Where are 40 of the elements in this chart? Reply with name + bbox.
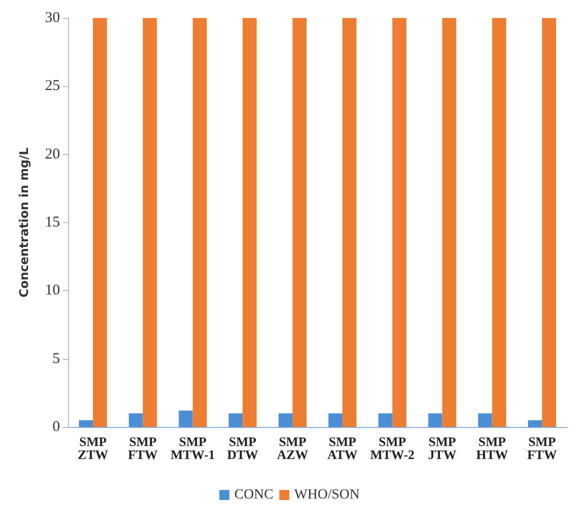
x-tick-label: SMP DTW (227, 434, 258, 462)
x-tick-label: SMP ZTW (78, 434, 108, 462)
x-tick-label: SMP HTW (476, 434, 508, 462)
x-tick-label: SMP MTW-1 (170, 434, 215, 462)
x-tick-label: SMP FTW (527, 434, 557, 462)
bar (92, 18, 107, 427)
y-tick-label: 0 (52, 419, 60, 435)
x-tick-label: SMP ATW (327, 434, 358, 462)
bar (228, 413, 243, 427)
x-tick-label: SMP FTW (128, 434, 158, 462)
bar (328, 413, 342, 427)
y-tick-label: 30 (45, 10, 60, 26)
legend-label: CONC (234, 488, 274, 502)
x-tick-label: SMP MTW-2 (370, 434, 414, 462)
bar (342, 18, 356, 427)
bar (128, 413, 143, 427)
y-tick-label: 20 (45, 146, 60, 162)
bar (478, 413, 492, 427)
x-tick-label: SMP JTW (428, 434, 456, 462)
bar (192, 18, 207, 427)
bar (242, 18, 257, 427)
bar (78, 420, 93, 427)
y-tick-label: 5 (52, 350, 60, 367)
bar (142, 18, 157, 427)
bar (292, 18, 307, 427)
bar (542, 18, 556, 427)
y-axis-title: Concentration in mg/L (17, 147, 31, 298)
bar (528, 420, 542, 427)
bar (442, 18, 456, 427)
x-tick-label: SMP AZW (277, 434, 308, 462)
bar (392, 18, 406, 427)
bar (178, 410, 193, 427)
y-tick-label: 15 (45, 214, 60, 230)
y-tick-label: 25 (45, 78, 60, 94)
bar (428, 413, 442, 427)
y-tick-label: 10 (45, 282, 60, 299)
bar (492, 18, 506, 427)
bar (278, 413, 293, 427)
legend-label: WHO/SON (294, 488, 360, 502)
bar (378, 413, 392, 427)
